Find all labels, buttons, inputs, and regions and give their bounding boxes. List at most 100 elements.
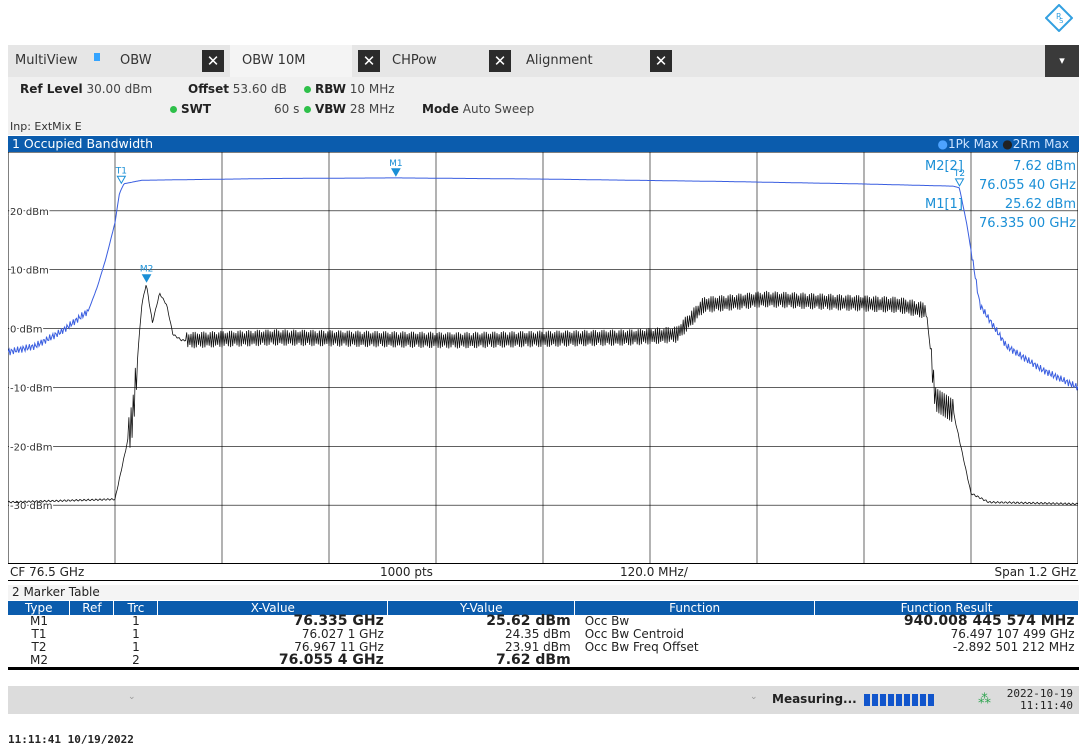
row-function: Occ Bw Centroid [584, 627, 685, 641]
plot-grid [8, 152, 1078, 564]
row-ref [70, 615, 114, 628]
row-x-value: 76.027 1 GHz [301, 627, 384, 641]
close-tab-alignment-icon[interactable]: ✕ [650, 50, 672, 72]
rohde-schwarz-logo-icon: R S [1045, 4, 1073, 32]
marker-table: Type Ref Trc X-Value Y-Value Function Fu… [8, 601, 1079, 670]
readout-m2-label: M2[2] [925, 159, 963, 174]
markers: T1 M1 T2 M2 [115, 159, 965, 283]
row-type: M2 [29, 653, 48, 667]
status-date: 2022-10-19 [1006, 687, 1073, 700]
row-trc: 1 [132, 640, 140, 654]
status-datetime: 2022-10-19 11:11:40 [1007, 688, 1073, 712]
status-left-chevron-icon[interactable]: ⌄ [128, 692, 136, 702]
swt-setting[interactable]: SWT [170, 102, 211, 116]
tab-alignment[interactable]: Alignment [526, 53, 593, 68]
header-y-value: Y-Value [387, 601, 576, 615]
header-function-result: Function Result [814, 601, 1079, 615]
row-y-value: 24.35 dBm [504, 627, 571, 641]
input-label: Inp: ExtMix E [10, 120, 82, 133]
trace-2-rm-max [8, 285, 1078, 506]
progress-segment [920, 694, 926, 706]
marker-t1-label: T1 [115, 166, 127, 176]
status-bar: ⌄ ⌄ Measuring... ⁂ 2022-10-19 11:11:40 [8, 686, 1079, 714]
offset-label: Offset [188, 82, 229, 96]
row-function-result [815, 654, 1079, 669]
table-row[interactable]: M1 1 76.335 GHz 25.62 dBm Occ Bw 940.008… [8, 613, 1079, 629]
vbw-setting[interactable]: VBW 28 MHz [304, 102, 395, 116]
marker-m2-label: M2 [140, 265, 154, 275]
row-function-result: 76.497 107 499 GHz [950, 627, 1075, 641]
readout-m2-level: 7.62 dBm [1013, 159, 1076, 174]
tab-chpow[interactable]: CHPow [392, 53, 437, 68]
progress-segment [904, 694, 910, 706]
span[interactable]: Span 1.2 GHz [994, 565, 1076, 579]
spectrum-plot[interactable]: 20 dBm 10 dBm 0 dBm -10 dBm -20 dBm -30 dBm T… [8, 152, 1078, 564]
trace-legend: ●1Pk Max ●2Rm Max [937, 137, 1069, 151]
measurement-settings: Ref Level 30.00 dBm Offset 53.60 dB RBW … [8, 77, 1079, 135]
y-tick-label: -10 dBm [10, 383, 52, 394]
progress-segment [872, 694, 878, 706]
measuring-progress-bar [864, 694, 940, 706]
marker-m1-label: M1 [389, 159, 403, 169]
marker-m2-icon[interactable] [141, 274, 152, 283]
row-trc: 2 [132, 653, 140, 667]
offset-setting[interactable]: Offset 53.60 dB [188, 82, 287, 96]
screenshot-timestamp: 11:11:41 10/19/2022 [8, 733, 134, 746]
close-tab-obw-10m-icon[interactable]: ✕ [358, 50, 380, 72]
progress-segment [888, 694, 894, 706]
rbw-setting[interactable]: RBW 10 MHz [304, 82, 395, 96]
mode-setting[interactable]: Mode Auto Sweep [422, 102, 534, 116]
row-x-value: 76.055 4 GHz [278, 652, 384, 668]
row-function: Occ Bw Freq Offset [584, 640, 699, 654]
table-row[interactable]: T2 1 76.967 11 GHz 23.91 dBm Occ Bw Freq… [8, 641, 1079, 654]
row-type: M1 [29, 614, 48, 628]
frequency-axis-bar: CF 76.5 GHz 1000 pts 120.0 MHz/ Span 1.2… [8, 563, 1078, 581]
header-type: Type [8, 601, 71, 615]
mode-value: Auto Sweep [462, 102, 535, 116]
multiview-tab[interactable]: MultiView [15, 53, 78, 68]
y-tick-label: -20 dBm [10, 442, 52, 453]
row-function-result: -2.892 501 212 MHz [952, 640, 1075, 654]
row-y-value: 23.91 dBm [504, 640, 571, 654]
center-frequency[interactable]: CF 76.5 GHz [10, 565, 85, 579]
menu-dropdown-button[interactable]: ▾ [1045, 45, 1079, 77]
header-x-value: X-Value [157, 601, 389, 615]
sweep-points: 1000 pts [380, 565, 433, 579]
y-tick-label: 0 dBm [10, 325, 43, 336]
swt-coupled-icon [170, 106, 177, 113]
ref-level-label: Ref Level [20, 82, 83, 96]
table-row[interactable]: M2 2 76.055 4 GHz 7.62 dBm [8, 652, 1079, 669]
rbw-value: 10 MHz [349, 82, 395, 96]
multiview-indicator [94, 53, 100, 61]
marker-table-title: 2 Marker Table [8, 585, 1079, 600]
vbw-value: 28 MHz [349, 102, 395, 116]
row-function-result: 940.008 445 574 MHz [903, 613, 1075, 629]
diagram-title-bar: 1 Occupied Bandwidth ●1Pk Max ●2Rm Max [8, 136, 1079, 152]
marker-t1-icon[interactable] [116, 175, 127, 185]
vbw-label: VBW [315, 102, 347, 116]
readout-m1-label: M1[1] [925, 197, 963, 212]
row-x-value: 76.335 GHz [293, 613, 384, 629]
progress-segment [928, 694, 934, 706]
marker-readout: M2[2] 7.62 dBm 76.055 40 GHz M1[1] 25.62… [925, 159, 1076, 231]
close-tab-obw-icon[interactable]: ✕ [202, 50, 224, 72]
tab-bar: MultiView OBW ✕ OBW 10M ✕ CHPow ✕ Alignm… [8, 45, 1079, 77]
y-axis-ticks: 20 dBm 10 dBm 0 dBm -10 dBm -20 dBm -30 dBm [9, 205, 54, 513]
marker-m1-icon[interactable] [391, 168, 401, 177]
close-tab-chpow-icon[interactable]: ✕ [489, 50, 511, 72]
y-tick-label: 20 dBm [10, 207, 49, 218]
ref-level-setting[interactable]: Ref Level 30.00 dBm [20, 82, 152, 96]
tab-obw-10m[interactable]: OBW 10M [230, 45, 352, 77]
status-right-chevron-icon[interactable]: ⌄ [750, 692, 758, 702]
tab-obw[interactable]: OBW [120, 53, 152, 68]
header-function: Function [574, 601, 816, 615]
marker-t2-icon[interactable] [954, 178, 965, 187]
row-ref [70, 654, 114, 669]
status-time: 11:11:40 [1020, 699, 1073, 712]
row-x-value: 76.967 11 GHz [294, 640, 384, 654]
readout-m1-level: 25.62 dBm [1005, 197, 1076, 212]
row-type: T2 [31, 640, 47, 654]
traces [8, 177, 1078, 506]
table-row[interactable]: T1 1 76.027 1 GHz 24.35 dBm Occ Bw Centr… [8, 628, 1079, 641]
progress-segment [912, 694, 918, 706]
